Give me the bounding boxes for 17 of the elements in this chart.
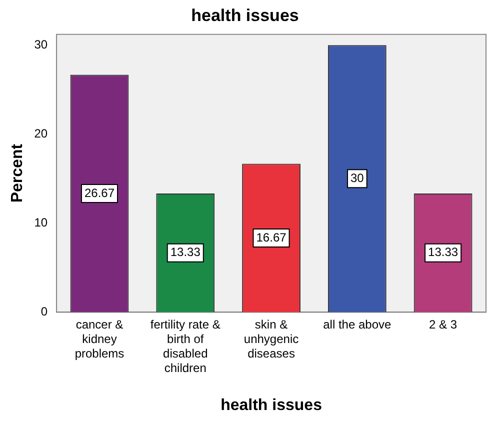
x-tick-label: 2 & 3 <box>429 318 458 332</box>
x-tick-label: fertility rate & birth of disabled children <box>150 318 220 375</box>
y-tick-label: 10 <box>34 215 48 230</box>
chart-title: health issues <box>191 6 299 25</box>
data-label: 26.67 <box>84 186 115 200</box>
y-tick-label: 20 <box>34 126 48 140</box>
data-label: 30 <box>350 170 364 185</box>
data-label: 16.67 <box>256 230 287 244</box>
x-tick-label: all the above <box>323 318 392 332</box>
x-tick-label: cancer & kidney problems <box>74 318 124 361</box>
y-axis-title: Percent <box>9 143 26 203</box>
data-label: 13.33 <box>170 245 201 260</box>
data-label: 13.33 <box>428 245 458 260</box>
x-tick-label: skin & unhygenic diseases <box>244 318 299 361</box>
x-axis-title: health issues <box>220 396 322 414</box>
y-tick-label: 30 <box>34 37 48 52</box>
y-tick-label: 0 <box>40 304 48 319</box>
